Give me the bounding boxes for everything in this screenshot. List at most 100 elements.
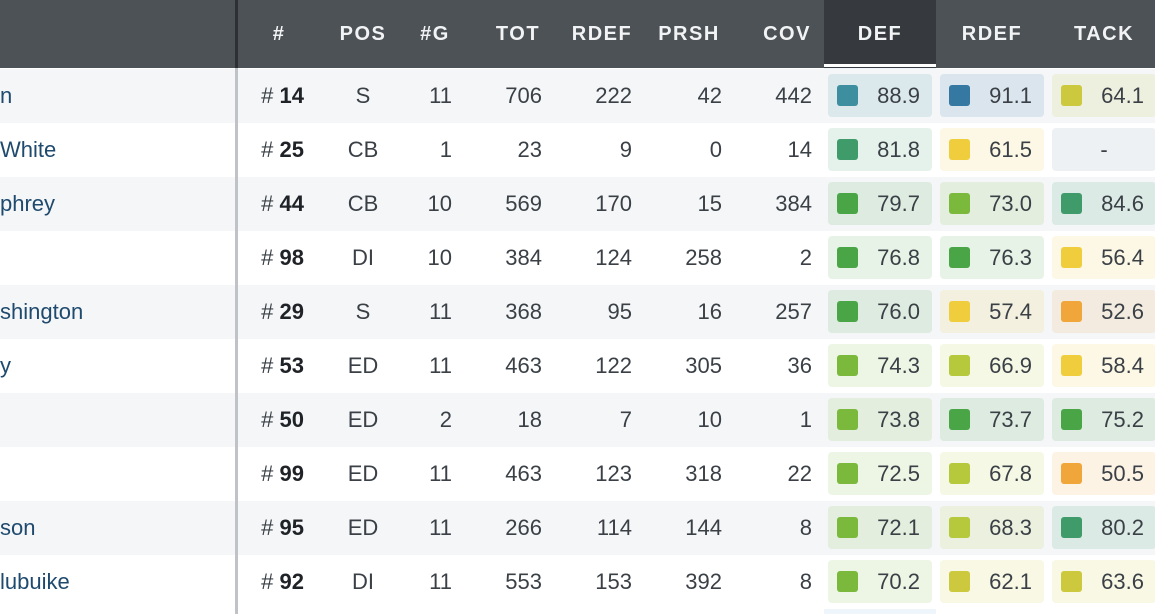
grade-color-swatch: [949, 193, 970, 214]
grade-color-swatch: [837, 247, 858, 268]
rdef-grade-badge[interactable]: 66.9: [940, 344, 1044, 387]
coverage-snaps: 1: [799, 407, 812, 432]
jersey-number: # 53: [261, 353, 304, 378]
tack-grade-badge[interactable]: 63.6: [1052, 560, 1155, 603]
rdef-grade-badge[interactable]: 68.3: [940, 506, 1044, 549]
header-cov[interactable]: COV: [763, 23, 811, 45]
grade-color-swatch: [837, 571, 858, 592]
rdef-grade-badge[interactable]: 57.4: [940, 290, 1044, 333]
rdef-grade-badge[interactable]: 61.5: [940, 128, 1044, 171]
jersey-number: # 92: [261, 569, 304, 594]
games-played: 11: [429, 353, 452, 378]
def-grade-badge[interactable]: 88.9: [828, 74, 932, 117]
grade-value: 56.4: [1101, 245, 1144, 270]
tack-grade-badge[interactable]: 75.2: [1052, 398, 1155, 441]
player-name-link[interactable]: shington: [0, 299, 84, 324]
coverage-snaps: 8: [799, 569, 812, 594]
grade-value: 73.8: [877, 407, 920, 432]
tack-grade-badge[interactable]: 80.2: [1052, 506, 1155, 549]
player-name-cell[interactable]: phrey: [0, 177, 233, 231]
player-name-link[interactable]: y: [0, 353, 11, 378]
header-tack-grade[interactable]: TACK: [1073, 23, 1135, 45]
tack-grade-badge[interactable]: 56.4: [1052, 236, 1155, 279]
player-name-link[interactable]: phrey: [0, 191, 56, 216]
def-grade-badge[interactable]: 74.3: [828, 344, 932, 387]
games-played: 11: [429, 461, 452, 486]
tack-grade-badge[interactable]: 84.6: [1052, 182, 1155, 225]
grade-color-swatch: [837, 517, 858, 538]
games-played: 2: [439, 407, 452, 432]
total-snaps: 23: [517, 137, 542, 162]
rdef-grade-badge[interactable]: 76.3: [940, 236, 1044, 279]
player-name-link[interactable]: lubuike: [0, 569, 70, 594]
coverage-snaps: 2: [799, 245, 812, 270]
table-row[interactable]: n # 14 S 11 706 222 42 442 88.9 91.1 64.1: [0, 69, 1155, 123]
header-tot[interactable]: TOT: [495, 23, 541, 45]
table-row[interactable]: phrey # 44 CB 10 569 170 15 384 79.7 73.0 84.6: [0, 177, 1155, 231]
grade-color-swatch: [837, 463, 858, 484]
grade-value: 76.0: [877, 299, 920, 324]
player-name-cell[interactable]: n: [0, 69, 233, 123]
player-name-cell[interactable]: lubuike: [0, 555, 233, 609]
header-def-grade[interactable]: DEF: [824, 0, 936, 68]
player-name-cell[interactable]: son: [0, 501, 233, 555]
player-name-cell[interactable]: [0, 447, 233, 501]
def-grade-badge[interactable]: 70.2: [828, 560, 932, 603]
position: ED: [347, 461, 379, 486]
tack-grade-badge[interactable]: 50.5: [1052, 452, 1155, 495]
header-pos[interactable]: POS: [339, 23, 387, 45]
tack-grade-badge[interactable]: -: [1052, 128, 1155, 171]
player-name-link[interactable]: n: [0, 83, 13, 108]
tack-grade-badge[interactable]: 58.4: [1052, 344, 1155, 387]
tack-grade-badge[interactable]: 64.1: [1052, 74, 1155, 117]
def-grade-badge[interactable]: 76.0: [828, 290, 932, 333]
position: S: [355, 83, 371, 108]
tack-grade-badge[interactable]: 52.6: [1052, 290, 1155, 333]
player-name-cell[interactable]: y: [0, 339, 233, 393]
grade-value: 52.6: [1101, 299, 1144, 324]
player-name-cell[interactable]: [0, 393, 233, 447]
player-name-link[interactable]: White: [0, 137, 57, 162]
header-frozen-divider: [235, 0, 238, 68]
player-name-cell[interactable]: shington: [0, 285, 233, 339]
frozen-column-divider: [235, 0, 238, 614]
rdef-grade-badge[interactable]: 73.7: [940, 398, 1044, 441]
total-snaps: 368: [505, 299, 542, 324]
run-defense-snaps: 7: [619, 407, 632, 432]
header-games[interactable]: #G: [420, 23, 450, 45]
table-row[interactable]: # 50 ED 2 18 7 10 1 73.8 73.7 75.2: [0, 393, 1155, 447]
games-played: 11: [429, 515, 452, 540]
def-grade-badge[interactable]: 73.8: [828, 398, 932, 441]
coverage-snaps: 14: [787, 137, 812, 162]
grade-value: 50.5: [1101, 461, 1144, 486]
run-defense-snaps: 153: [595, 569, 632, 594]
table-row[interactable]: y # 53 ED 11 463 122 305 36 74.3 66.9 58.4: [0, 339, 1155, 393]
grade-color-swatch: [837, 85, 858, 106]
rdef-grade-badge[interactable]: 91.1: [940, 74, 1044, 117]
def-grade-badge[interactable]: 72.1: [828, 506, 932, 549]
table-row[interactable]: shington # 29 S 11 368 95 16 257 76.0 57.4 52.6: [0, 285, 1155, 339]
rdef-grade-badge[interactable]: 73.0: [940, 182, 1044, 225]
def-grade-badge[interactable]: 76.8: [828, 236, 932, 279]
games-played: 10: [427, 191, 452, 216]
def-grade-badge[interactable]: 79.7: [828, 182, 932, 225]
rdef-grade-badge[interactable]: 67.8: [940, 452, 1044, 495]
rdef-grade-badge[interactable]: 62.1: [940, 560, 1044, 603]
header-jersey[interactable]: #: [272, 23, 286, 45]
player-name-link[interactable]: son: [0, 515, 36, 540]
table-row[interactable]: # 98 DI 10 384 124 258 2 76.8 76.3 56.4: [0, 231, 1155, 285]
header-prsh[interactable]: PRSH: [658, 23, 720, 45]
grade-value: 76.3: [989, 245, 1032, 270]
player-name-cell[interactable]: [0, 231, 233, 285]
def-grade-badge[interactable]: 72.5: [828, 452, 932, 495]
table-row[interactable]: son # 95 ED 11 266 114 144 8 72.1 68.3 80.2: [0, 501, 1155, 555]
player-name-cell[interactable]: White: [0, 123, 233, 177]
table-row[interactable]: lubuike # 92 DI 11 553 153 392 8 70.2 62.1 63.6: [0, 555, 1155, 609]
def-grade-badge[interactable]: 81.8: [828, 128, 932, 171]
header-rdef-grade[interactable]: RDEF: [961, 23, 1023, 45]
table-row[interactable]: # 99 ED 11 463 123 318 22 72.5 67.8 50.5: [0, 447, 1155, 501]
header-rdef[interactable]: RDEF: [571, 23, 633, 45]
position: ED: [347, 407, 379, 432]
grade-color-swatch: [1061, 409, 1082, 430]
table-row[interactable]: White # 25 CB 1 23 9 0 14 81.8 61.5 -: [0, 123, 1155, 177]
